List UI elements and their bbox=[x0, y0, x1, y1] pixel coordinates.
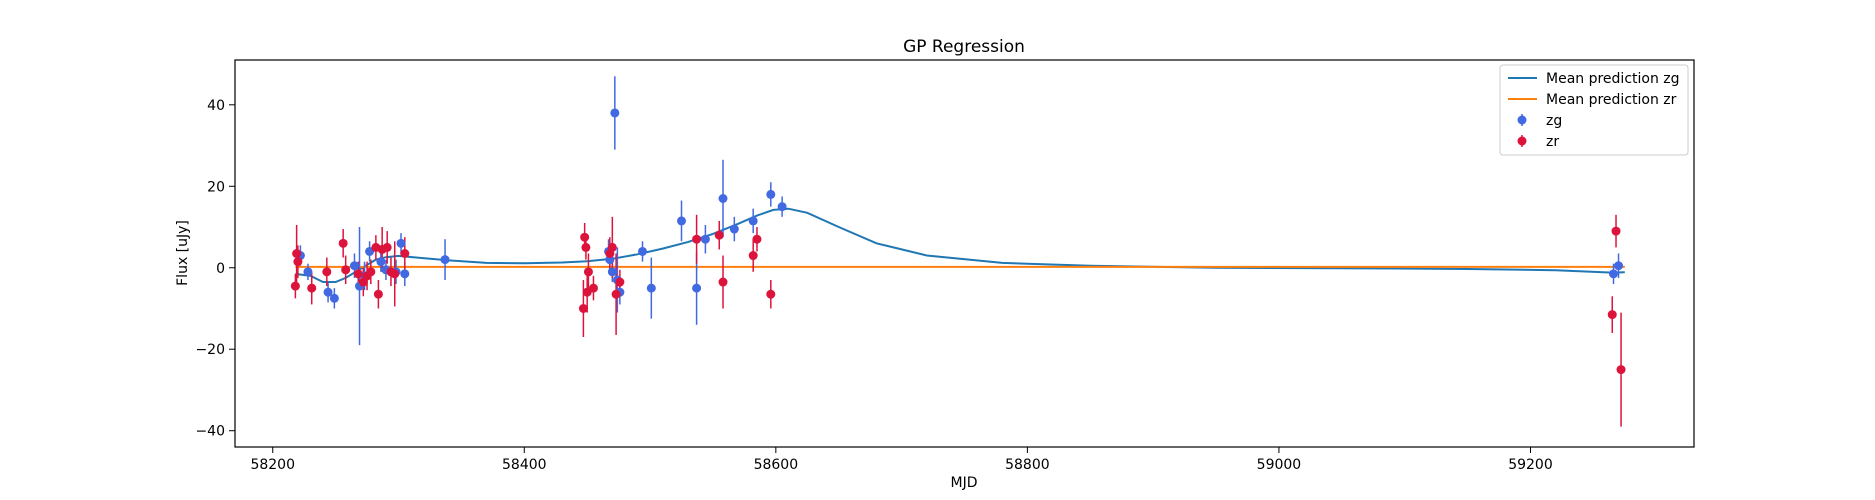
point-zg bbox=[329, 293, 339, 303]
point-zg bbox=[677, 216, 687, 226]
point-zr bbox=[373, 289, 383, 299]
legend-label-zg: zg bbox=[1546, 113, 1562, 129]
y-axis-title: Flux [uJy] bbox=[175, 220, 191, 286]
plot-area bbox=[290, 76, 1626, 427]
y-tick-label: −40 bbox=[195, 424, 225, 440]
point-zg bbox=[303, 267, 313, 277]
point-zr bbox=[292, 249, 302, 258]
legend-label-mean-zr: Mean prediction zr bbox=[1546, 92, 1677, 108]
x-tick-label: 58600 bbox=[754, 457, 799, 473]
y-tick-label: 40 bbox=[207, 98, 225, 114]
point-zr bbox=[766, 289, 776, 299]
point-zr bbox=[581, 242, 591, 252]
point-zr bbox=[390, 269, 400, 279]
point-zg bbox=[396, 238, 406, 248]
point-zr bbox=[366, 267, 376, 277]
point-zg bbox=[729, 224, 739, 234]
point-zg bbox=[718, 194, 728, 204]
x-axis: 58200 58400 58600 58800 59000 59200 bbox=[250, 447, 1553, 473]
point-zg bbox=[748, 216, 758, 226]
point-zr bbox=[583, 267, 593, 277]
y-tick-label: −20 bbox=[195, 342, 225, 358]
legend-swatch-zg-marker bbox=[1517, 115, 1527, 125]
point-zg bbox=[440, 255, 450, 265]
point-zg bbox=[323, 287, 333, 297]
legend: Mean prediction zg Mean prediction zr zg… bbox=[1499, 64, 1689, 156]
y-axis: −40 −20 0 20 40 bbox=[195, 98, 235, 440]
point-zg bbox=[1614, 261, 1624, 271]
point-zg bbox=[607, 267, 617, 277]
legend-label-mean-zg: Mean prediction zg bbox=[1546, 71, 1680, 87]
x-axis-title: MJD bbox=[951, 475, 978, 491]
point-zr bbox=[714, 230, 724, 240]
legend-box bbox=[1499, 64, 1689, 156]
point-zr bbox=[307, 283, 317, 293]
point-zr bbox=[578, 303, 588, 313]
chart-title: GP Regression bbox=[903, 37, 1025, 57]
point-zr bbox=[607, 242, 617, 252]
y-tick-label: 0 bbox=[216, 261, 225, 277]
x-tick-label: 58800 bbox=[1005, 457, 1050, 473]
y-tick-label: 20 bbox=[207, 179, 225, 195]
point-zr bbox=[588, 283, 598, 293]
point-zr bbox=[322, 267, 332, 277]
point-zg bbox=[692, 283, 702, 293]
x-tick-label: 58400 bbox=[502, 457, 547, 473]
point-zr bbox=[718, 277, 728, 287]
point-zg bbox=[766, 189, 776, 199]
point-zg bbox=[349, 261, 359, 271]
point-zr bbox=[341, 265, 351, 275]
line-mean-prediction-zg bbox=[295, 207, 1625, 283]
point-zg bbox=[1609, 269, 1619, 279]
point-zr bbox=[382, 242, 392, 252]
x-tick-label: 59200 bbox=[1508, 457, 1553, 473]
point-zr bbox=[748, 251, 758, 261]
point-zr bbox=[611, 289, 621, 299]
point-zr bbox=[338, 238, 348, 248]
point-zr bbox=[615, 277, 625, 287]
legend-swatch-zr-marker bbox=[1517, 136, 1527, 146]
plot-frame bbox=[234, 59, 1695, 448]
x-tick-label: 59000 bbox=[1257, 457, 1302, 473]
point-zg bbox=[646, 283, 656, 293]
point-zr bbox=[290, 281, 300, 291]
point-zr bbox=[580, 232, 590, 242]
point-zg bbox=[777, 202, 787, 212]
point-zr bbox=[1616, 365, 1626, 375]
legend-label-zr: zr bbox=[1546, 134, 1559, 150]
point-zr bbox=[293, 257, 303, 267]
point-zg bbox=[610, 108, 620, 118]
point-zr bbox=[353, 269, 363, 279]
point-zg bbox=[400, 269, 410, 279]
point-zr bbox=[1607, 310, 1617, 320]
point-zg bbox=[700, 234, 710, 244]
point-zr bbox=[692, 234, 702, 244]
point-zr bbox=[1611, 226, 1621, 236]
point-zr bbox=[400, 249, 410, 258]
point-zr bbox=[752, 234, 762, 244]
point-zg bbox=[376, 257, 386, 267]
x-tick-label: 58200 bbox=[250, 457, 295, 473]
point-zg bbox=[638, 246, 648, 256]
